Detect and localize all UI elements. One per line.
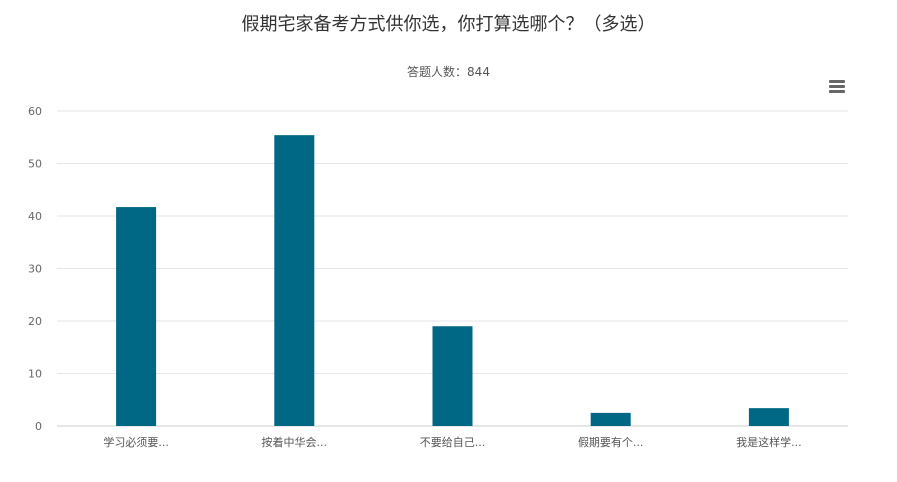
x-tick-label: 按着中华会...: [262, 435, 328, 449]
y-tick-label: 0: [35, 420, 42, 433]
y-tick-label: 30: [28, 263, 42, 276]
bar: [590, 412, 631, 426]
y-tick-label: 50: [28, 158, 42, 171]
x-tick-label: 假期要有个...: [578, 435, 644, 449]
bar: [432, 326, 473, 426]
bar: [274, 135, 315, 426]
y-tick-label: 10: [28, 368, 42, 381]
hamburger-menu-icon[interactable]: [827, 79, 847, 95]
menu-line: [829, 80, 845, 83]
y-tick-label: 20: [28, 315, 42, 328]
bar: [116, 207, 157, 426]
menu-line: [829, 85, 845, 88]
y-tick-label: 40: [28, 210, 42, 223]
y-tick-label: 60: [28, 105, 42, 118]
bar: [748, 408, 789, 426]
chart-title: 假期宅家备考方式供你选，你打算选哪个？（多选）: [241, 14, 656, 35]
chart-subtitle: 答题人数：844: [407, 65, 490, 79]
menu-line: [829, 90, 845, 93]
x-tick-label: 我是这样学...: [736, 435, 802, 449]
x-tick-label: 学习必须要...: [103, 435, 169, 449]
x-tick-label: 不要给自己...: [420, 436, 486, 449]
